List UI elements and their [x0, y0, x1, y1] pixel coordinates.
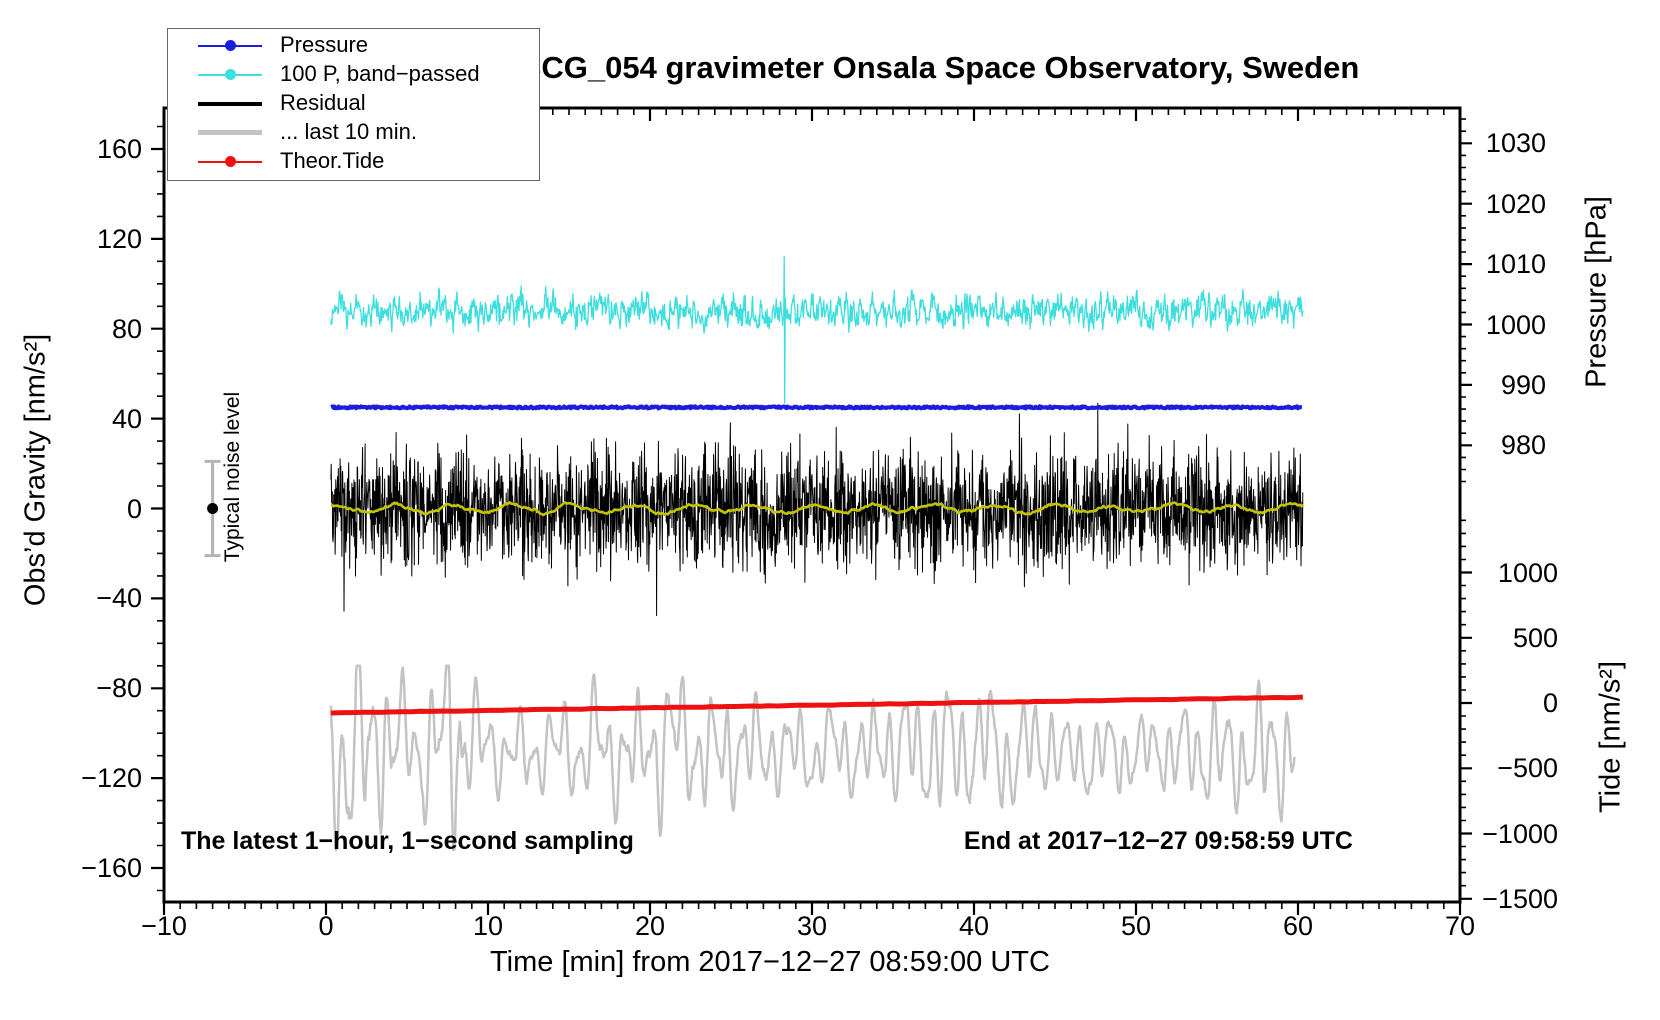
series-residual: [330, 402, 1304, 617]
legend-swatch: [198, 130, 262, 135]
legend-label: Pressure: [280, 31, 369, 57]
pressure-tick-label: 1010: [1485, 249, 1546, 280]
x-tick-label: 30: [796, 911, 828, 941]
x-tick-label: 10: [472, 911, 504, 941]
series-residual-smoothed: [330, 501, 1304, 517]
series-pressure: [329, 404, 1303, 411]
legend-line-sample: [198, 101, 262, 106]
tide-tick-label: 0: [1542, 688, 1558, 718]
pressure-axis-label: Pressure [hPa]: [1580, 196, 1613, 388]
legend-swatch: [198, 101, 262, 106]
legend-item-1: 100 P, band−passed: [168, 60, 539, 89]
x-tick-label: 60: [1282, 911, 1314, 941]
gravity-tick-label: 0: [126, 493, 142, 524]
legend-item-0: Pressure: [168, 31, 539, 60]
legend: Pressure 100 P, band−passed Residual ... la…: [167, 28, 540, 181]
pressure-tick-label: 1030: [1485, 128, 1546, 159]
gravity-tick-label: 120: [96, 223, 142, 254]
tide-tick-label: −500: [1497, 753, 1558, 784]
gravity-tick-label: 160: [96, 133, 142, 164]
pressure-tick-label: 990: [1500, 369, 1546, 400]
x-tick-label: −10: [141, 911, 187, 941]
pressure-tick-label: 1000: [1485, 309, 1546, 340]
gravity-tick-label: −80: [96, 673, 142, 704]
legend-marker-dot: [224, 40, 236, 51]
pressure-tick-label: 1020: [1485, 188, 1546, 219]
tide-tick-label: 500: [1512, 622, 1558, 653]
noise-errorbar-dot: [207, 503, 219, 514]
gravity-tick-label: −160: [81, 853, 142, 883]
legend-label: Theor.Tide: [280, 147, 385, 173]
legend-swatch: [198, 40, 262, 51]
legend-item-4: Theor.Tide: [168, 147, 539, 176]
legend-item-3: ... last 10 min.: [168, 118, 539, 147]
tide-axis-label: Tide [nm/s²]: [1594, 660, 1627, 814]
gravity-tick-label: 40: [111, 403, 142, 434]
series-band-passed-pressure: [330, 256, 1304, 404]
legend-swatch: [198, 156, 262, 167]
pressure-tick-label: 980: [1500, 430, 1546, 461]
tide-tick-label: −1000: [1482, 818, 1558, 849]
tide-tick-label: 1000: [1497, 557, 1558, 588]
minor-ticks: [157, 108, 1466, 909]
legend-swatch: [198, 69, 262, 80]
gravity-axis-label: Obs’d Gravity [nm/s²]: [19, 333, 52, 607]
x-axis-label: Time [min] from 2017−12−27 08:59:00 UTC: [490, 946, 1050, 978]
x-tick-label: 50: [1120, 911, 1152, 941]
end-time-note: End at 2017−12−27 09:58:59 UTC: [963, 827, 1353, 855]
tide-tick-label: −1500: [1482, 883, 1558, 914]
series-last-10-min: [329, 664, 1296, 852]
gravity-tick-label: 80: [111, 313, 142, 344]
legend-line-sample: [198, 130, 262, 135]
x-tick-label: 0: [318, 911, 334, 941]
plot-frame: [162, 106, 1462, 904]
series-theor-tide: [330, 694, 1304, 716]
x-tick-label: 40: [958, 911, 990, 941]
x-tick-label: 70: [1444, 911, 1476, 941]
legend-label: ... last 10 min.: [280, 118, 417, 144]
legend-marker-dot: [224, 156, 236, 167]
gravity-tick-label: −120: [81, 763, 142, 794]
chart-title: SCG_054 gravimeter Onsala Space Observat…: [520, 50, 1360, 85]
legend-item-2: Residual: [168, 89, 539, 118]
legend-label: 100 P, band−passed: [280, 60, 480, 86]
noise-level-label: Typical noise level: [221, 391, 244, 563]
gravity-tick-label: −40: [96, 583, 142, 614]
legend-label: Residual: [280, 89, 366, 115]
legend-marker-dot: [224, 69, 236, 80]
sampling-note: The latest 1−hour, 1−second sampling: [181, 827, 634, 855]
x-tick-label: 20: [634, 911, 666, 941]
